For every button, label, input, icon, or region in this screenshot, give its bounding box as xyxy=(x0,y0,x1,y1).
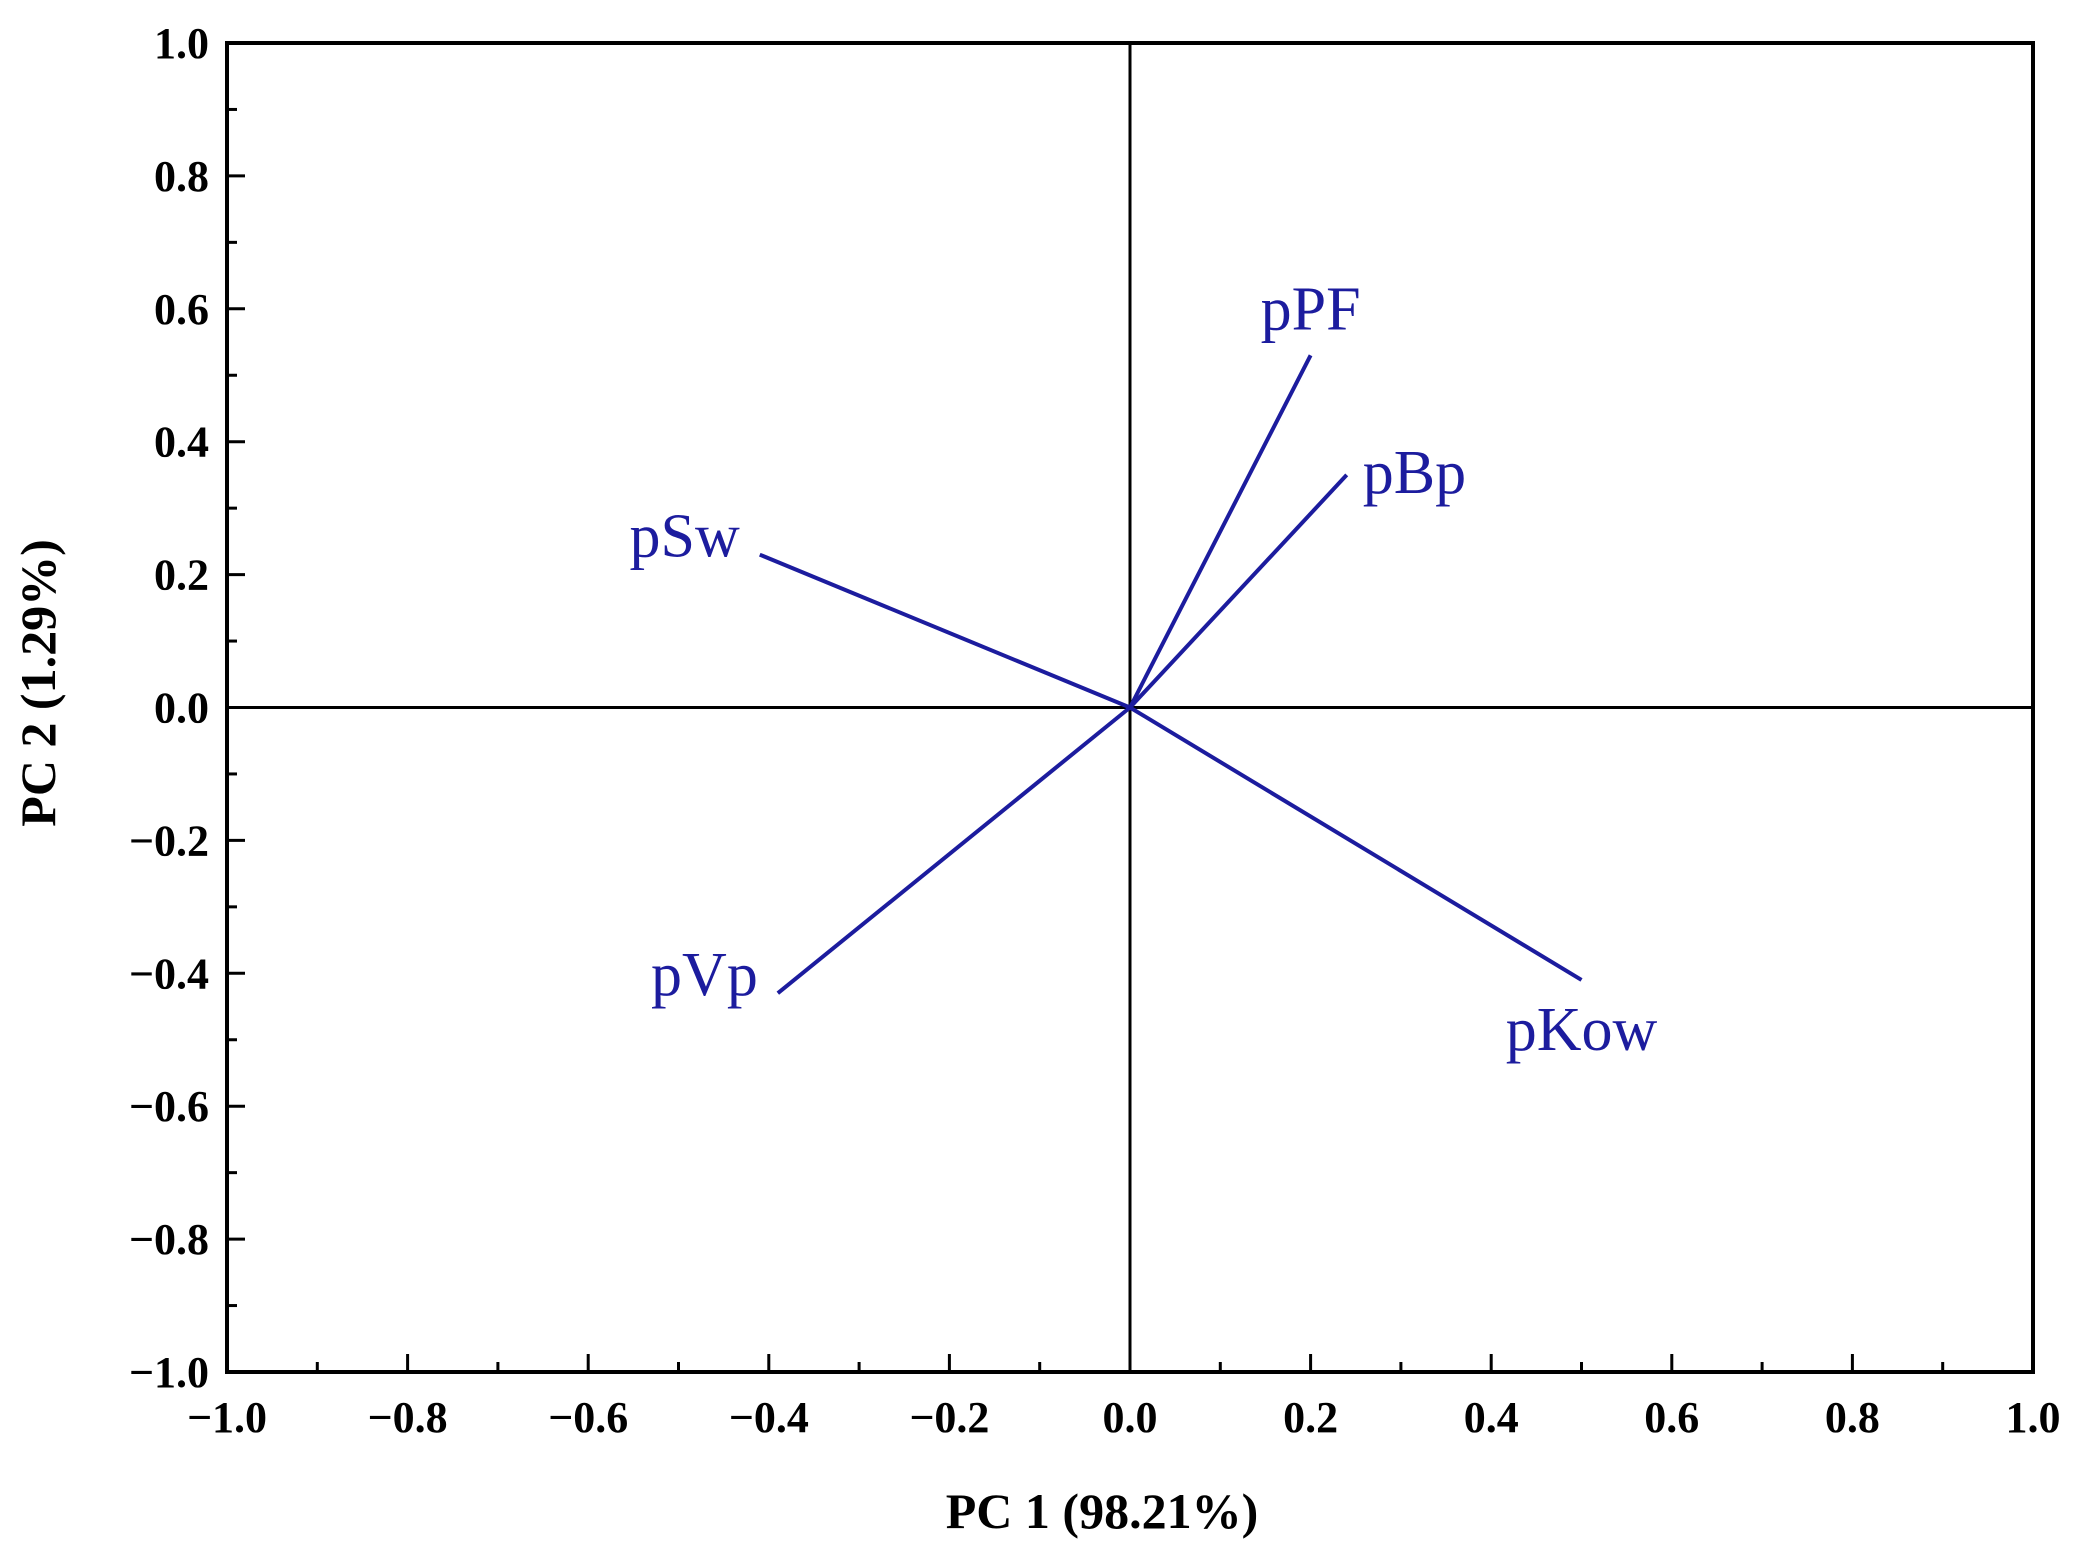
x-tick-label: 0.4 xyxy=(1464,1393,1519,1442)
y-tick-label: −0.2 xyxy=(129,816,209,865)
loading-vector-pvp xyxy=(776,705,1132,995)
vector-label-pvp: pVp xyxy=(651,941,758,1009)
axes-layer: −1.0 −0.8 −0.6 −0.4 −0.2 0.0 0.2 0.4 0.6 0.8 1.0 1.… xyxy=(129,19,2061,1442)
vectors-layer xyxy=(759,354,1583,995)
x-tick-label: −0.2 xyxy=(909,1393,989,1442)
y-tick-label: 0.0 xyxy=(154,684,209,733)
x-tick-label: −1.0 xyxy=(187,1393,267,1442)
x-tick-label: 0.0 xyxy=(1103,1393,1158,1442)
y-axis-title: PC 2 (1.29%) xyxy=(10,539,66,826)
y-tick-label: −0.8 xyxy=(129,1215,209,1264)
y-tick-label: 1.0 xyxy=(154,19,209,68)
y-tick-label: −0.4 xyxy=(129,949,209,998)
y-tick-label: 0.8 xyxy=(154,152,209,201)
y-tick-label: 0.6 xyxy=(154,285,209,334)
x-tick-label: −0.4 xyxy=(729,1393,809,1442)
vector-label-pkow: pKow xyxy=(1506,996,1658,1064)
x-tick-label: −0.8 xyxy=(368,1393,448,1442)
loading-vector-pbp xyxy=(1128,473,1349,709)
x-tick-label: 0.2 xyxy=(1283,1393,1338,1442)
y-tick-label: −0.6 xyxy=(129,1082,209,1131)
y-tick-label: 0.4 xyxy=(154,418,209,467)
loading-vector-ppf xyxy=(1128,354,1313,709)
vector-label-ppf: pPF xyxy=(1261,275,1361,343)
labels-layer: pPF pBp pSw pVp pKow xyxy=(630,275,1658,1064)
loading-vector-pkow xyxy=(1128,705,1583,982)
y-tick-label: 0.2 xyxy=(154,551,209,600)
x-axis-title: PC 1 (98.21%) xyxy=(946,1483,1258,1539)
x-tick-label: 0.6 xyxy=(1644,1393,1699,1442)
loading-vector-psw xyxy=(759,552,1131,710)
x-tick-label: 1.0 xyxy=(2006,1393,2061,1442)
x-tick-label: 0.8 xyxy=(1825,1393,1880,1442)
y-tick-label: −1.0 xyxy=(129,1348,209,1397)
vector-label-pbp: pBp xyxy=(1363,439,1466,507)
vector-label-psw: pSw xyxy=(630,503,740,571)
x-tick-label: −0.6 xyxy=(548,1393,628,1442)
